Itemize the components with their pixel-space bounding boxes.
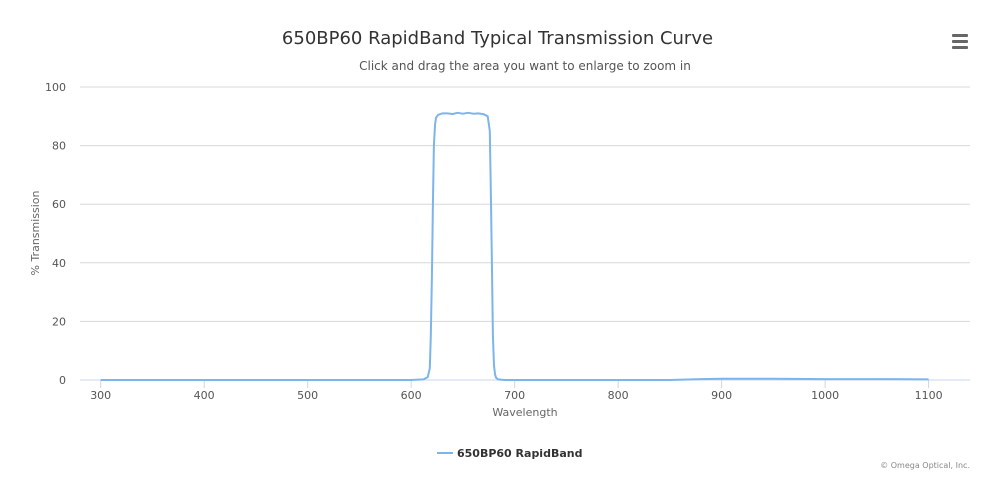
hamburger-menu-icon[interactable] (950, 34, 970, 50)
y-axis-title: % Transmission (29, 190, 42, 275)
x-axis-title: Wavelength (492, 406, 557, 419)
x-tick-label: 600 (401, 389, 422, 402)
x-tick-label: 800 (608, 389, 629, 402)
x-tick-label: 400 (194, 389, 215, 402)
y-tick-label: 80 (52, 140, 66, 153)
grid-lines: 0 20 40 60 80 100 (45, 81, 970, 387)
y-tick-label: 60 (52, 198, 66, 211)
y-tick-label: 20 (52, 315, 66, 328)
y-tick-label: 40 (52, 257, 66, 270)
legend-label: 650BP60 RapidBand (457, 446, 583, 460)
series-layer (100, 111, 929, 381)
credits-text[interactable]: © Omega Optical, Inc. (880, 461, 970, 470)
y-tick-label: 0 (59, 374, 66, 387)
x-axis: 300 400 500 600 700 800 900 1000 1100 (80, 379, 970, 402)
x-tick-label: 900 (711, 389, 732, 402)
x-tick-label: 1000 (811, 389, 839, 402)
series-line[interactable] (100, 111, 929, 381)
x-tick-label: 700 (504, 389, 525, 402)
chart-subtitle: Click and drag the area you want to enla… (359, 59, 691, 73)
y-tick-label: 100 (45, 81, 66, 94)
chart-title: 650BP60 RapidBand Typical Transmission C… (281, 28, 714, 49)
legend-swatch (437, 452, 453, 454)
x-tick-label: 1100 (915, 389, 943, 402)
legend-item[interactable]: 650BP60 RapidBand (437, 445, 582, 461)
x-tick-label: 300 (90, 389, 111, 402)
x-tick-label: 500 (297, 389, 318, 402)
